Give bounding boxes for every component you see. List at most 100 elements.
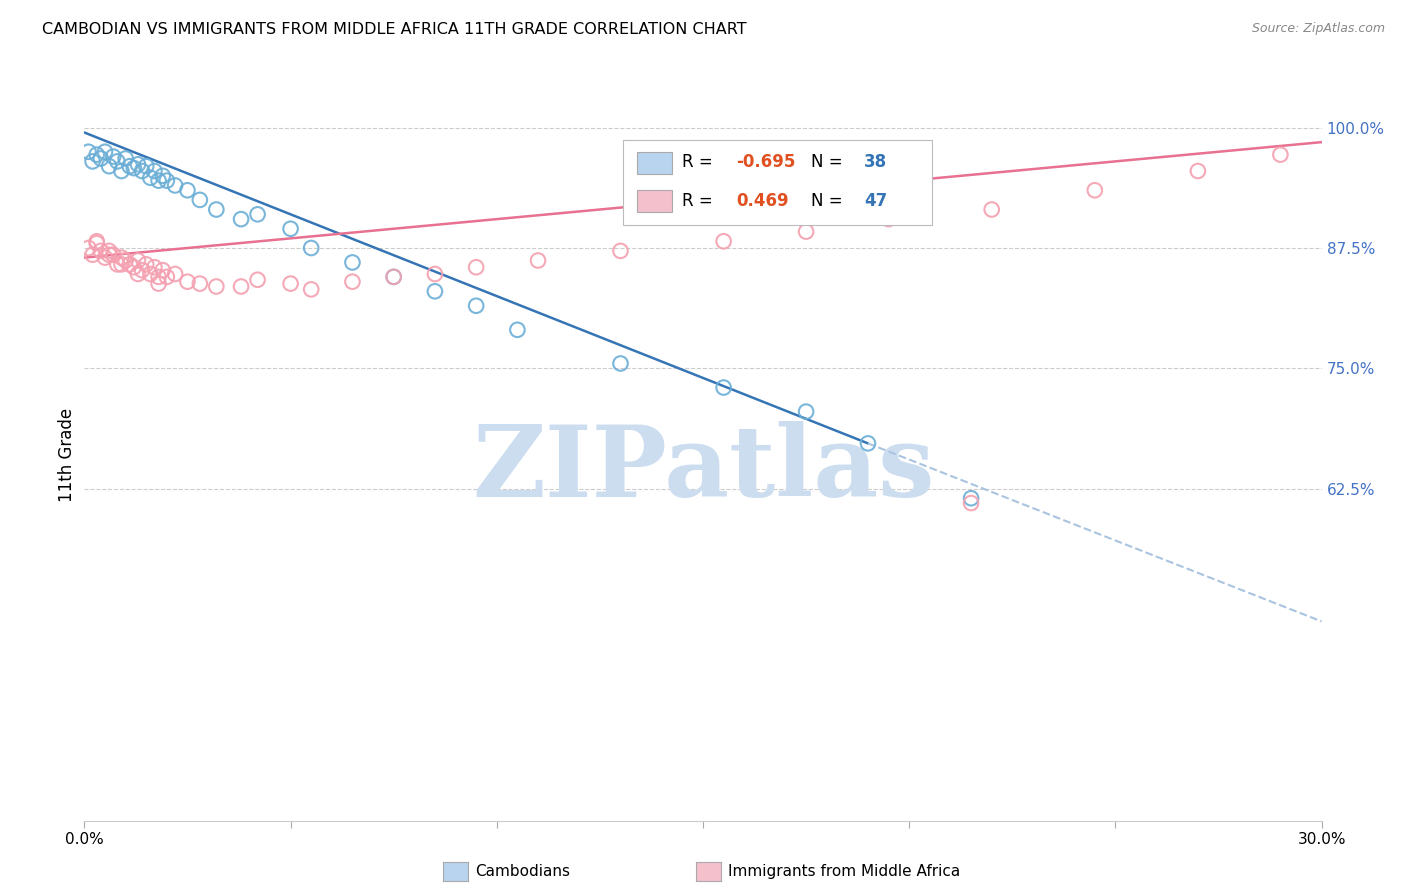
Point bbox=[188, 277, 211, 291]
Point bbox=[506, 323, 529, 337]
Point bbox=[165, 178, 187, 193]
Point bbox=[877, 212, 900, 227]
Text: N =: N = bbox=[811, 192, 848, 211]
Point bbox=[152, 169, 174, 183]
Point bbox=[98, 244, 121, 258]
Text: -0.695: -0.695 bbox=[737, 153, 796, 171]
FancyBboxPatch shape bbox=[623, 140, 932, 225]
Point bbox=[98, 159, 121, 173]
Point bbox=[122, 161, 145, 175]
Point bbox=[465, 260, 488, 275]
Point bbox=[794, 225, 817, 239]
Point bbox=[246, 273, 269, 287]
Point bbox=[110, 257, 132, 271]
Point bbox=[114, 253, 136, 268]
Y-axis label: 11th Grade: 11th Grade bbox=[58, 408, 76, 502]
Point bbox=[713, 234, 735, 248]
Point bbox=[280, 277, 302, 291]
Point bbox=[156, 269, 179, 284]
FancyBboxPatch shape bbox=[637, 153, 672, 174]
Point bbox=[152, 263, 174, 277]
Text: ZIPatlas: ZIPatlas bbox=[472, 421, 934, 518]
Point bbox=[856, 436, 879, 450]
Text: 38: 38 bbox=[863, 153, 887, 171]
Point bbox=[131, 164, 153, 178]
Point bbox=[90, 244, 112, 258]
Point bbox=[82, 154, 104, 169]
Point bbox=[246, 207, 269, 221]
Point bbox=[143, 164, 166, 178]
Text: CAMBODIAN VS IMMIGRANTS FROM MIDDLE AFRICA 11TH GRADE CORRELATION CHART: CAMBODIAN VS IMMIGRANTS FROM MIDDLE AFRI… bbox=[42, 22, 747, 37]
Point bbox=[77, 241, 100, 255]
Point bbox=[176, 275, 198, 289]
Point bbox=[794, 404, 817, 418]
Point bbox=[139, 267, 162, 281]
Point bbox=[423, 285, 446, 299]
Text: R =: R = bbox=[682, 192, 723, 211]
Point bbox=[527, 253, 550, 268]
Point bbox=[205, 279, 228, 293]
Point bbox=[90, 152, 112, 166]
Text: 0.469: 0.469 bbox=[737, 192, 789, 211]
Point bbox=[110, 164, 132, 178]
Point bbox=[299, 241, 322, 255]
Point bbox=[148, 269, 170, 284]
Point bbox=[205, 202, 228, 217]
Point bbox=[188, 193, 211, 207]
Text: Immigrants from Middle Africa: Immigrants from Middle Africa bbox=[728, 864, 960, 879]
Point bbox=[382, 269, 405, 284]
Point bbox=[86, 236, 108, 251]
Point bbox=[103, 150, 125, 164]
Point bbox=[127, 157, 149, 171]
Point bbox=[960, 496, 983, 510]
Point bbox=[139, 170, 162, 185]
Text: 47: 47 bbox=[863, 192, 887, 211]
Point bbox=[609, 244, 631, 258]
Point bbox=[122, 260, 145, 275]
Point bbox=[86, 234, 108, 248]
Point bbox=[713, 380, 735, 394]
Text: Source: ZipAtlas.com: Source: ZipAtlas.com bbox=[1251, 22, 1385, 36]
Point bbox=[165, 267, 187, 281]
Point bbox=[148, 173, 170, 188]
Point bbox=[114, 152, 136, 166]
Point bbox=[229, 212, 252, 227]
Point bbox=[118, 159, 141, 173]
Point bbox=[94, 145, 117, 159]
Text: Cambodians: Cambodians bbox=[475, 864, 571, 879]
Point bbox=[1084, 183, 1107, 197]
Point bbox=[960, 491, 983, 506]
Point bbox=[94, 251, 117, 265]
Point bbox=[103, 248, 125, 262]
Point bbox=[1270, 147, 1292, 161]
Point bbox=[280, 221, 302, 235]
Point bbox=[127, 267, 149, 281]
Point bbox=[143, 260, 166, 275]
Point bbox=[135, 257, 157, 271]
Point bbox=[98, 248, 121, 262]
Point bbox=[118, 257, 141, 271]
Point bbox=[609, 356, 631, 371]
FancyBboxPatch shape bbox=[637, 190, 672, 212]
Point bbox=[342, 275, 364, 289]
Text: R =: R = bbox=[682, 153, 718, 171]
Text: N =: N = bbox=[811, 153, 848, 171]
Point bbox=[127, 253, 149, 268]
Point bbox=[110, 251, 132, 265]
Point bbox=[148, 277, 170, 291]
Point bbox=[135, 159, 157, 173]
Point bbox=[131, 263, 153, 277]
Point bbox=[105, 257, 128, 271]
Point bbox=[1187, 164, 1209, 178]
Point bbox=[342, 255, 364, 269]
Point bbox=[465, 299, 488, 313]
Point bbox=[105, 154, 128, 169]
Point bbox=[176, 183, 198, 197]
Point bbox=[382, 269, 405, 284]
Point bbox=[156, 173, 179, 188]
Point bbox=[86, 147, 108, 161]
Point bbox=[77, 145, 100, 159]
Point bbox=[82, 248, 104, 262]
Point bbox=[980, 202, 1002, 217]
Point bbox=[299, 282, 322, 296]
